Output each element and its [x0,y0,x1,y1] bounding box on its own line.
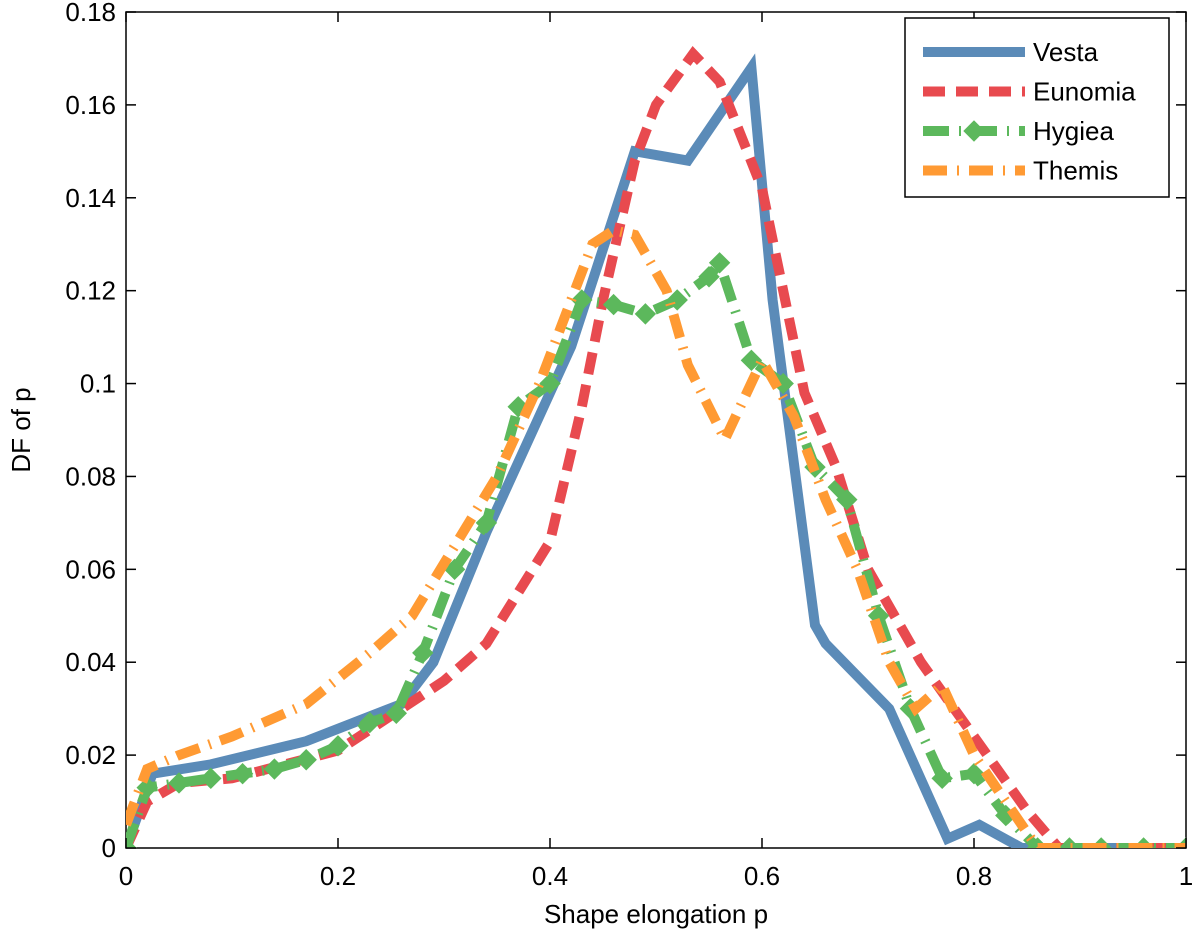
legend-label-themis: Themis [1033,156,1118,186]
data-point-hygiea [963,762,985,785]
data-point-hygiea [708,252,731,274]
data-point-hygiea [634,303,657,325]
legend-item-vesta: Vesta [923,37,1099,67]
data-point-hygiea [931,767,953,790]
legend: Vesta Eunomia Hygiea Themis [904,17,1170,198]
x-tick-label: 0.8 [956,861,992,891]
data-point-hygiea [168,772,190,794]
series-line-vesta [126,53,1186,848]
data-point-hygiea [475,512,498,534]
data-point-hygiea [359,711,381,734]
legend-item-themis: Themis [923,156,1118,186]
series-themis [126,224,1186,848]
data-point-hygiea [698,266,720,288]
x-tick-label: 0.2 [320,861,356,891]
y-tick-label: 0.14 [65,183,116,213]
data-point-hygiea [295,749,317,771]
legend-label-hygiea: Hygiea [1033,116,1114,146]
y-tick-label: 0.12 [65,276,116,306]
legend-item-hygiea: Hygiea [923,116,1114,146]
data-point-hygiea [1058,837,1081,848]
y-tick-labels: 0 0.02 0.04 0.06 0.08 0.1 0.12 0.14 0.16 0.18 [65,0,116,863]
x-tick-label: 1 [1179,861,1193,891]
series-line-themis [126,224,1186,848]
x-axis-label: Shape elongation p [544,899,768,929]
series-group [126,45,1186,848]
y-tick-label: 0.08 [65,461,116,491]
x-tick-label: 0.6 [744,861,780,891]
x-tick-label: 0 [119,861,133,891]
y-tick-label: 0.04 [65,647,116,677]
y-tick-label: 0 [102,833,116,863]
data-point-hygiea [666,289,688,311]
x-tick-labels: 0 0.2 0.4 0.6 0.8 1 [119,861,1193,891]
data-point-hygiea [740,349,763,372]
data-point-hygiea [263,758,286,780]
data-point-hygiea [539,372,561,395]
data-point-hygiea [327,735,349,757]
y-tick-label: 0.16 [65,90,116,120]
data-point-hygiea [385,702,408,725]
y-tick-label: 0.1 [80,369,116,399]
y-tick-label: 0.06 [65,554,116,584]
y-tick-label: 0.02 [65,740,116,770]
data-point-hygiea [126,837,137,848]
x-tick-label: 0.4 [532,861,568,891]
legend-label-eunomia: Eunomia [1033,77,1136,107]
legend-marker-hygiea [963,120,985,142]
series-vesta [126,53,1186,848]
data-point-hygiea [836,488,858,511]
data-point-hygiea [412,642,434,664]
y-axis-label: DF of p [6,387,36,472]
data-point-hygiea [602,293,625,316]
y-tick-label: 0.18 [65,0,116,27]
axis-ticks [125,11,1187,849]
legend-label-vesta: Vesta [1033,37,1099,67]
legend-item-eunomia: Eunomia [923,77,1136,107]
data-point-hygiea [200,767,222,790]
data-point-hygiea [231,762,254,785]
data-point-hygiea [571,289,593,311]
